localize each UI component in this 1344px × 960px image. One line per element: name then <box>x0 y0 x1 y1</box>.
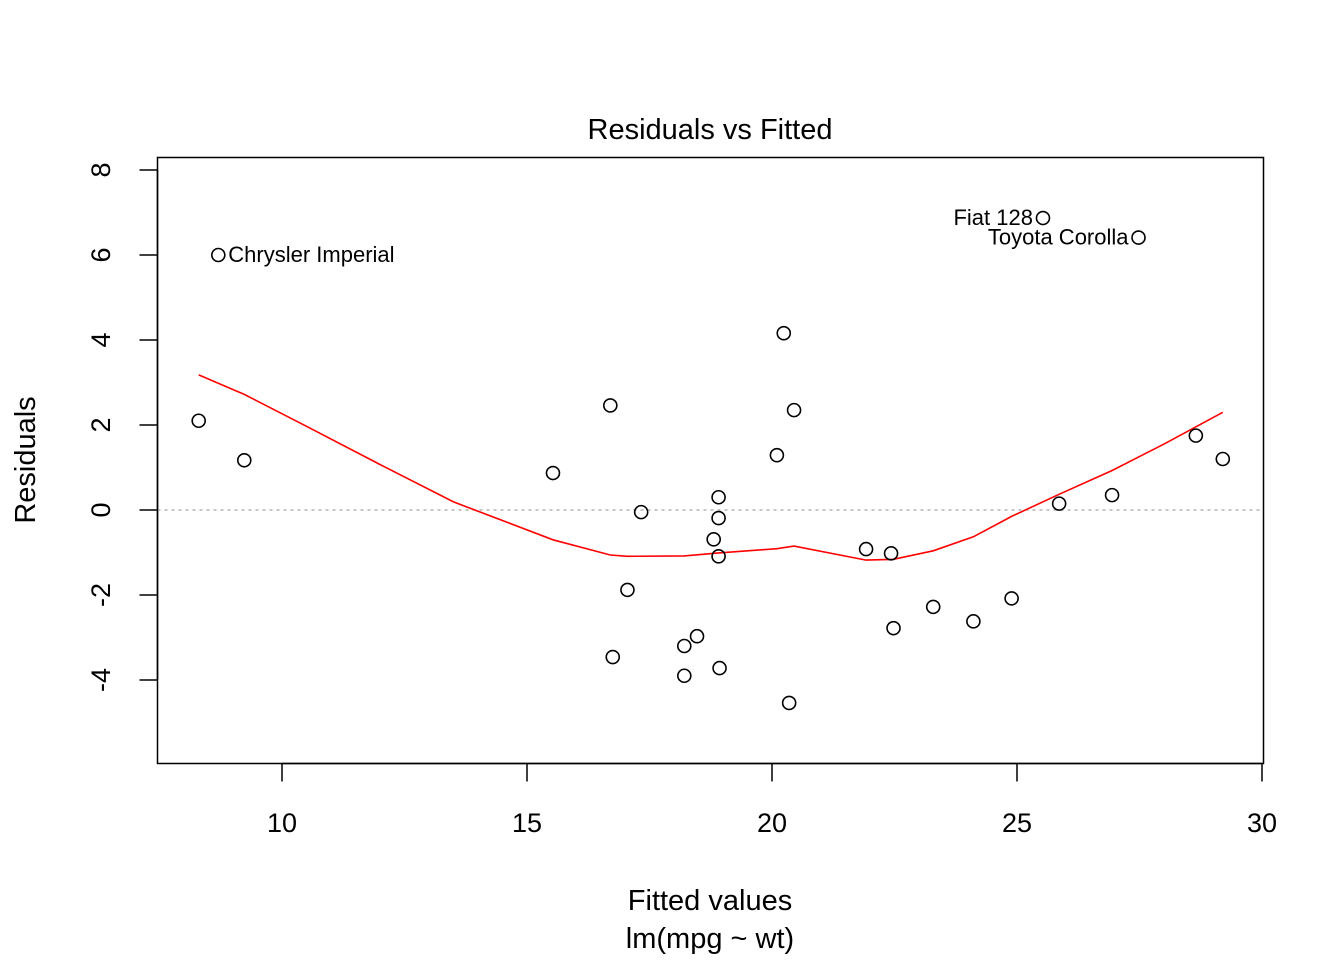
point-label: Toyota Corolla <box>988 225 1129 250</box>
data-point <box>886 620 901 636</box>
x-tick-label: 20 <box>757 808 787 838</box>
data-point <box>925 599 941 615</box>
x-axis-sublabel: lm(mpg ~ wt) <box>626 923 794 955</box>
y-tick-label: 6 <box>86 247 116 262</box>
data-point <box>966 614 981 629</box>
data-point <box>776 325 792 341</box>
y-tick-label: -4 <box>86 668 116 692</box>
y-tick-label: -2 <box>86 583 116 607</box>
data-point <box>689 628 705 644</box>
data-point <box>633 504 649 520</box>
y-tick-label: 4 <box>86 332 116 347</box>
data-point <box>620 582 635 598</box>
data-point <box>605 649 621 665</box>
data-point <box>1215 451 1231 467</box>
data-point <box>1188 428 1204 443</box>
point-label: Chrysler Imperial <box>228 242 394 267</box>
data-point <box>236 452 252 468</box>
data-point <box>781 695 797 711</box>
chart-title: Residuals vs Fitted <box>588 114 833 146</box>
x-tick-label: 30 <box>1247 808 1277 838</box>
data-point <box>676 638 692 654</box>
y-tick-label: 0 <box>86 502 116 517</box>
x-tick-label: 10 <box>267 808 297 838</box>
x-axis-label: Fitted values <box>628 885 792 917</box>
data-point <box>1104 487 1120 503</box>
data-point <box>1004 591 1019 606</box>
smooth-trend-line <box>198 374 1224 561</box>
point-label: Fiat 128 <box>953 205 1033 230</box>
data-point <box>706 532 721 547</box>
data-point <box>545 465 561 481</box>
data-point <box>676 668 692 684</box>
x-tick-label: 25 <box>1002 808 1032 838</box>
data-point <box>712 660 727 676</box>
data-point <box>191 413 206 429</box>
data-point <box>711 489 726 505</box>
data-point <box>858 541 874 557</box>
data-point <box>711 510 726 526</box>
data-point <box>786 402 802 418</box>
data-point <box>883 546 899 561</box>
data-point <box>211 247 226 263</box>
data-point <box>602 398 618 413</box>
y-tick-label: 8 <box>86 162 116 177</box>
x-tick-label: 15 <box>512 808 542 838</box>
data-point <box>711 549 726 564</box>
data-point <box>769 447 785 463</box>
data-point <box>1035 210 1051 226</box>
y-tick-label: 2 <box>86 417 116 432</box>
data-point <box>1051 496 1067 511</box>
data-point <box>1131 230 1146 245</box>
y-axis-label: Residuals <box>10 396 42 523</box>
